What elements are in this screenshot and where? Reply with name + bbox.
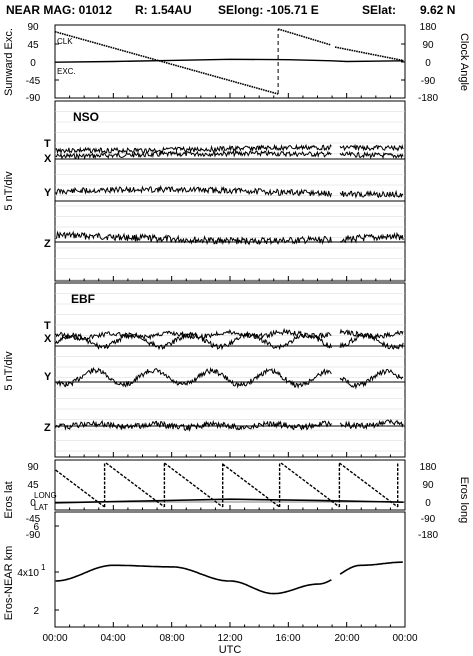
distance-tickmarks — [55, 525, 59, 611]
eros-long-tick-180: 180 — [420, 462, 437, 473]
ebf-ylabel: 5 nT/div — [3, 351, 15, 391]
ebf-t-label: T — [44, 320, 51, 332]
eros-long-tick-90: 90 — [422, 480, 434, 491]
eros-near-distance-line — [55, 561, 403, 595]
x-tick-2400: 00:00 — [392, 633, 417, 644]
eros-right-ticks: 180 90 0 -90 -180 — [418, 462, 438, 541]
ebf-z-label: Z — [44, 422, 51, 434]
ebf-z-trace — [55, 418, 404, 433]
sunward-ylabel: Sunward Exc. — [3, 28, 15, 96]
dist-tick-exponent: 1 — [41, 563, 46, 572]
sunward-tick-m90: -90 — [26, 93, 41, 104]
x-tick-2000: 20:00 — [334, 633, 359, 644]
clock-tick-180: 180 — [420, 22, 437, 33]
dist-tick-4x10: 4x10 — [17, 568, 39, 579]
eros-long-tick-0: 0 — [425, 498, 431, 509]
eros-long-tick-m90: -90 — [421, 514, 436, 525]
nso-ylabel: 5 nT/div — [3, 171, 15, 211]
eros-long-ylabel: Eros long — [458, 477, 470, 523]
exc-series-label: EXC. — [57, 67, 76, 76]
nso-title: NSO — [73, 110, 99, 124]
sunward-right-ticks: 180 90 0 -90 -180 — [418, 22, 438, 104]
x-tick-1600: 16:00 — [275, 633, 300, 644]
sunward-tick-m45: -45 — [26, 76, 41, 87]
eros-lat-ylabel: Eros lat — [3, 481, 15, 518]
header-selat-value: 9.62 N — [420, 3, 455, 17]
clock-tick-0: 0 — [425, 58, 431, 69]
nso-z-trace — [55, 230, 404, 246]
nso-t-trace — [55, 143, 404, 155]
clk-series-label: CLK — [57, 37, 73, 46]
ebf-title: EBF — [71, 292, 95, 306]
figure-header: NEAR MAG: 01012 R: 1.54AU SElong: -105.7… — [6, 3, 455, 17]
eros-lat-tick-45: 45 — [27, 480, 39, 491]
clock-ylabel: Clock Angle — [458, 33, 470, 91]
clock-tick-m180: -180 — [418, 93, 438, 104]
eros-lat-tick-m90: -90 — [26, 530, 41, 541]
long-series-label: LONG — [34, 491, 57, 500]
header-radius: R: 1.54AU — [135, 3, 192, 17]
x-axis-label: UTC — [219, 644, 242, 656]
ebf-x-trace — [55, 330, 404, 351]
nso-x-trace — [55, 149, 404, 161]
x-axis: 00:00 04:00 08:00 12:00 16:00 20:00 00:0… — [42, 633, 417, 656]
lat-series-label: LAT — [34, 503, 48, 512]
sunward-tick-45: 45 — [27, 40, 39, 51]
clock-tick-90: 90 — [422, 40, 434, 51]
clock-tick-m90: -90 — [421, 76, 436, 87]
dist-tick-2: 2 — [33, 606, 39, 617]
distance-ylabel: Eros-NEAR km — [3, 546, 15, 621]
header-title: NEAR MAG: 01012 — [6, 3, 112, 17]
x-tick-0400: 04:00 — [100, 633, 125, 644]
x-tick-1200: 12:00 — [217, 633, 242, 644]
x-tick-0000: 00:00 — [42, 633, 67, 644]
eros-latitude-line — [54, 498, 404, 504]
sunward-excursion-line — [54, 58, 404, 63]
header-selong: SElong: -105.71 E — [218, 3, 319, 17]
nso-y-label: Y — [44, 187, 52, 199]
x-tick-0800: 08:00 — [159, 633, 184, 644]
nso-z-label: Z — [44, 238, 51, 250]
ebf-panel-frame — [54, 282, 406, 458]
eros-long-tick-m180: -180 — [418, 530, 438, 541]
sunward-tick-90: 90 — [27, 22, 39, 33]
x-tickmarks — [54, 93, 406, 627]
ebf-y-trace — [55, 366, 404, 390]
eros-longitude-sawtooth — [55, 462, 399, 508]
eros-left-ticks: 90 45 0 -45 -90 — [26, 462, 41, 541]
ebf-x-label: X — [44, 333, 52, 345]
dist-tick-6: 6 — [33, 522, 39, 533]
ebf-y-label: Y — [44, 371, 52, 383]
clock-angle-line — [54, 28, 404, 95]
header-selat: SElat: — [362, 3, 396, 17]
eros-lat-tick-0: 0 — [30, 498, 36, 509]
nso-y-trace — [55, 184, 404, 199]
distance-panel-frame — [54, 511, 406, 628]
eros-lat-tick-m45: -45 — [26, 514, 41, 525]
nso-t-label: T — [44, 138, 51, 150]
sunward-left-ticks: 90 45 0 -45 -90 — [26, 22, 41, 104]
nso-x-label: X — [44, 153, 52, 165]
eros-lat-tick-90: 90 — [27, 462, 39, 473]
sunward-tick-0: 0 — [30, 58, 36, 69]
